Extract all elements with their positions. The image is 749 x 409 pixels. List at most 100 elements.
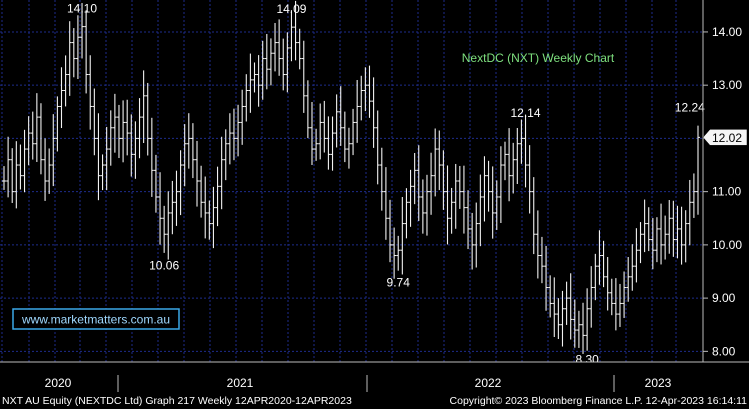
price-bar xyxy=(219,136,224,210)
price-bar xyxy=(355,80,360,143)
x-tick-label: 2021 xyxy=(227,376,254,390)
price-bar xyxy=(576,310,581,348)
price-bar xyxy=(88,55,93,130)
price-bar xyxy=(43,138,48,201)
y-tick-label: 9.00 xyxy=(712,291,736,305)
price-bar xyxy=(531,177,536,255)
price-bar xyxy=(544,245,549,311)
x-tick-label: 2023 xyxy=(645,376,672,390)
price-bar xyxy=(322,100,327,153)
price-bar xyxy=(511,142,516,194)
price-bar xyxy=(59,67,64,129)
price-bar xyxy=(691,173,696,218)
price-bar xyxy=(334,94,339,148)
price-bar xyxy=(461,165,466,234)
price-bar xyxy=(309,101,314,166)
price-bar xyxy=(264,33,269,90)
annotation-label: 10.06 xyxy=(149,259,179,273)
price-bar xyxy=(342,111,347,163)
price-bar xyxy=(687,179,692,246)
price-bar xyxy=(75,15,80,80)
price-bar xyxy=(318,103,323,160)
price-bar xyxy=(429,152,434,215)
price-bar xyxy=(121,100,126,163)
price-bar xyxy=(466,190,471,250)
chart-title: NextDC (NXT) Weekly Chart xyxy=(462,51,615,65)
price-bar xyxy=(367,65,372,118)
price-bar xyxy=(338,86,343,146)
price-bar xyxy=(236,104,241,157)
price-bar xyxy=(601,240,606,288)
price-bar xyxy=(679,206,684,265)
y-tick-label: 13.00 xyxy=(712,78,742,92)
price-bar xyxy=(392,227,397,279)
y-tick-label: 11.00 xyxy=(712,185,741,199)
price-bar xyxy=(622,271,627,318)
price-bar xyxy=(10,148,15,203)
price-bar xyxy=(597,230,602,285)
price-bar xyxy=(396,235,401,271)
price-bar xyxy=(199,165,204,218)
price-bar xyxy=(174,170,179,226)
price-bars xyxy=(2,0,700,354)
price-bar xyxy=(371,77,376,148)
price-bar xyxy=(617,283,622,327)
price-bar xyxy=(67,21,72,96)
price-bar xyxy=(252,62,257,93)
price-bar xyxy=(268,38,273,86)
watermark-box xyxy=(12,308,180,330)
price-bar xyxy=(281,38,286,91)
price-bar xyxy=(215,166,220,227)
price-bar xyxy=(182,124,187,187)
price-bar xyxy=(453,163,458,229)
price-bar xyxy=(412,152,417,205)
price-bar xyxy=(166,191,171,260)
price-bar xyxy=(585,288,590,351)
price-bar xyxy=(153,154,158,213)
price-bar xyxy=(195,140,200,207)
price-bar xyxy=(244,74,249,122)
annotation-label: 14.10 xyxy=(67,2,97,16)
price-bar xyxy=(498,146,503,224)
price-bar xyxy=(22,129,27,193)
price-bar xyxy=(125,99,130,156)
price-bar xyxy=(38,103,43,175)
price-bar xyxy=(51,114,56,187)
price-bar xyxy=(613,278,618,331)
price-bar xyxy=(55,96,60,152)
price-bar xyxy=(375,110,380,185)
price-bar xyxy=(659,203,664,265)
price-bar xyxy=(273,22,278,72)
price-bar xyxy=(474,202,479,268)
price-bar xyxy=(593,253,598,301)
price-bar xyxy=(112,93,117,153)
price-bar xyxy=(305,80,310,139)
price-bar xyxy=(145,82,150,156)
price-bar xyxy=(416,145,421,221)
y-tick-label: 8.00 xyxy=(712,344,736,358)
price-bar xyxy=(104,126,109,191)
x-axis: 2020 2021 2022 2023 xyxy=(45,375,672,392)
price-bar xyxy=(190,123,195,179)
price-bar xyxy=(519,119,524,164)
price-bar xyxy=(424,174,429,236)
price-bar xyxy=(158,172,163,245)
annotation-label: 12.24 xyxy=(675,101,705,115)
annotation-label: 9.74 xyxy=(387,276,411,290)
price-bar xyxy=(14,141,19,209)
x-axis-band xyxy=(0,362,749,392)
price-bar xyxy=(211,186,216,249)
footer-left: NXT AU Equity (NEXTDC Ltd) Graph 217 Wee… xyxy=(2,395,352,407)
price-bar xyxy=(100,154,105,191)
price-bar xyxy=(646,207,651,252)
price-bar xyxy=(671,200,676,257)
price-bar xyxy=(71,28,76,78)
price-bar xyxy=(18,144,23,190)
price-bar xyxy=(383,167,388,240)
price-bar xyxy=(589,266,594,328)
price-bar xyxy=(231,108,236,161)
price-bar xyxy=(301,40,306,113)
price-bar xyxy=(404,188,409,239)
